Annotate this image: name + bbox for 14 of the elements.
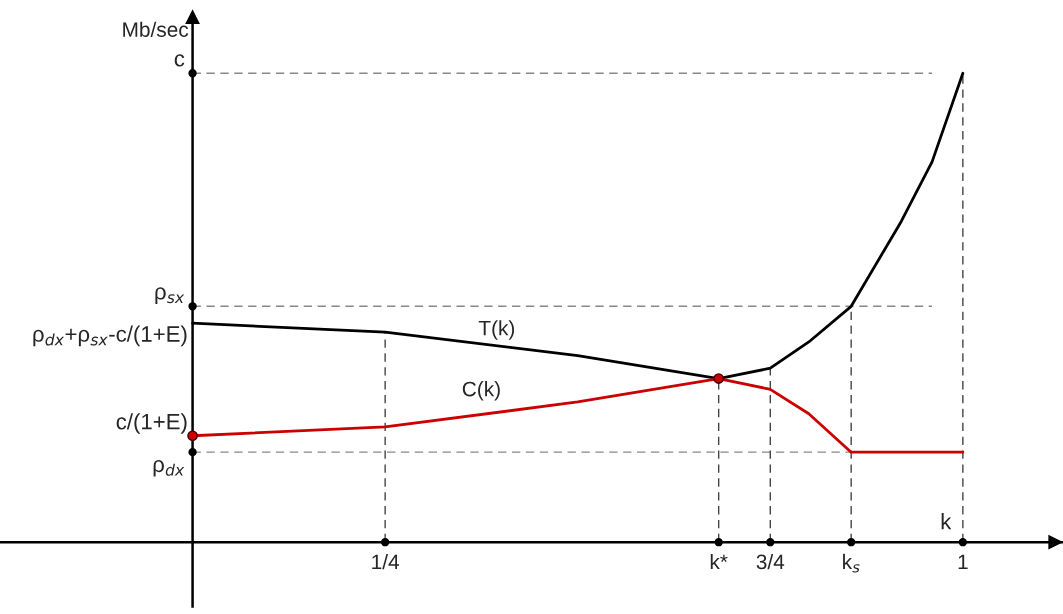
ref-line-label: ρ$_{dx}$ — [153, 459, 185, 477]
x-tick-label: k$_{s}$ — [843, 553, 860, 573]
x-axis-title: k — [941, 513, 952, 530]
series-label: T(k) — [478, 320, 515, 340]
x-tick-label: 1/4 — [372, 553, 400, 570]
x-tick-label: 3/4 — [756, 553, 785, 570]
annotation: ρ$_{dx}$+ρ$_{sx}$-c/(1+E) — [33, 325, 187, 347]
ref-line-label: ρ$_{sx}$ — [155, 287, 185, 304]
annotation: c/(1+E) — [116, 413, 187, 434]
series-label: C(k) — [462, 381, 500, 401]
x-tick-label: 1 — [958, 554, 968, 570]
ref-line-label: c — [174, 54, 185, 67]
y-axis-title: Mb/sec — [123, 21, 189, 37]
x-tick-label: k* — [710, 553, 728, 570]
